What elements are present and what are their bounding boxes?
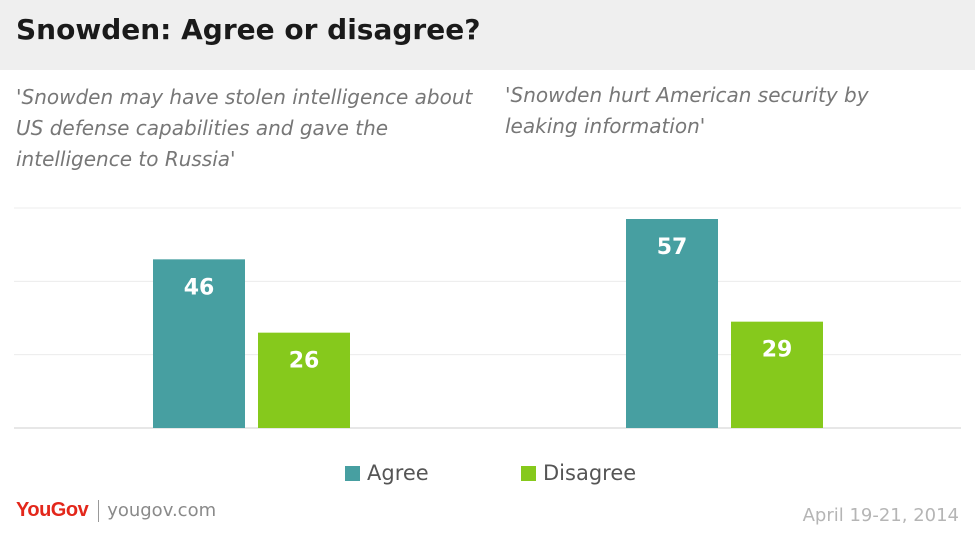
- panel-title-russia: 'Snowden may have stolen intelligence ab…: [16, 85, 473, 171]
- bar-agree-1: [153, 259, 245, 428]
- bar-agree-2: [626, 219, 718, 428]
- bar-disagree-1: [258, 332, 350, 428]
- legend-swatch-disagree: [521, 465, 536, 481]
- header-band: Snowden: Agree or disagree?: [0, 0, 975, 70]
- brand-footer: YouGov yougov.com: [16, 499, 216, 522]
- legend-item-agree: Agree: [345, 458, 429, 488]
- data-label-disagree-1: 26: [289, 349, 320, 374]
- data-label-agree-2: 57: [657, 235, 688, 260]
- data-label-disagree-2: 29: [762, 338, 793, 363]
- chart-title: Snowden: Agree or disagree?: [16, 13, 481, 46]
- site-link[interactable]: yougov.com: [107, 500, 217, 521]
- survey-date: April 19-21, 2014: [802, 505, 959, 526]
- brand-divider: [98, 499, 100, 522]
- panel-title-security: 'Snowden hurt American security by leaki…: [505, 83, 869, 138]
- bar-disagree-2: [731, 321, 823, 428]
- legend-label-agree: Agree: [367, 461, 429, 485]
- yougov-logo: YouGov: [16, 499, 89, 521]
- legend-label-disagree: Disagree: [543, 461, 637, 485]
- legend-swatch-agree: [345, 465, 360, 481]
- legend-item-disagree: Disagree: [521, 458, 636, 488]
- data-label-agree-1: 46: [184, 275, 215, 300]
